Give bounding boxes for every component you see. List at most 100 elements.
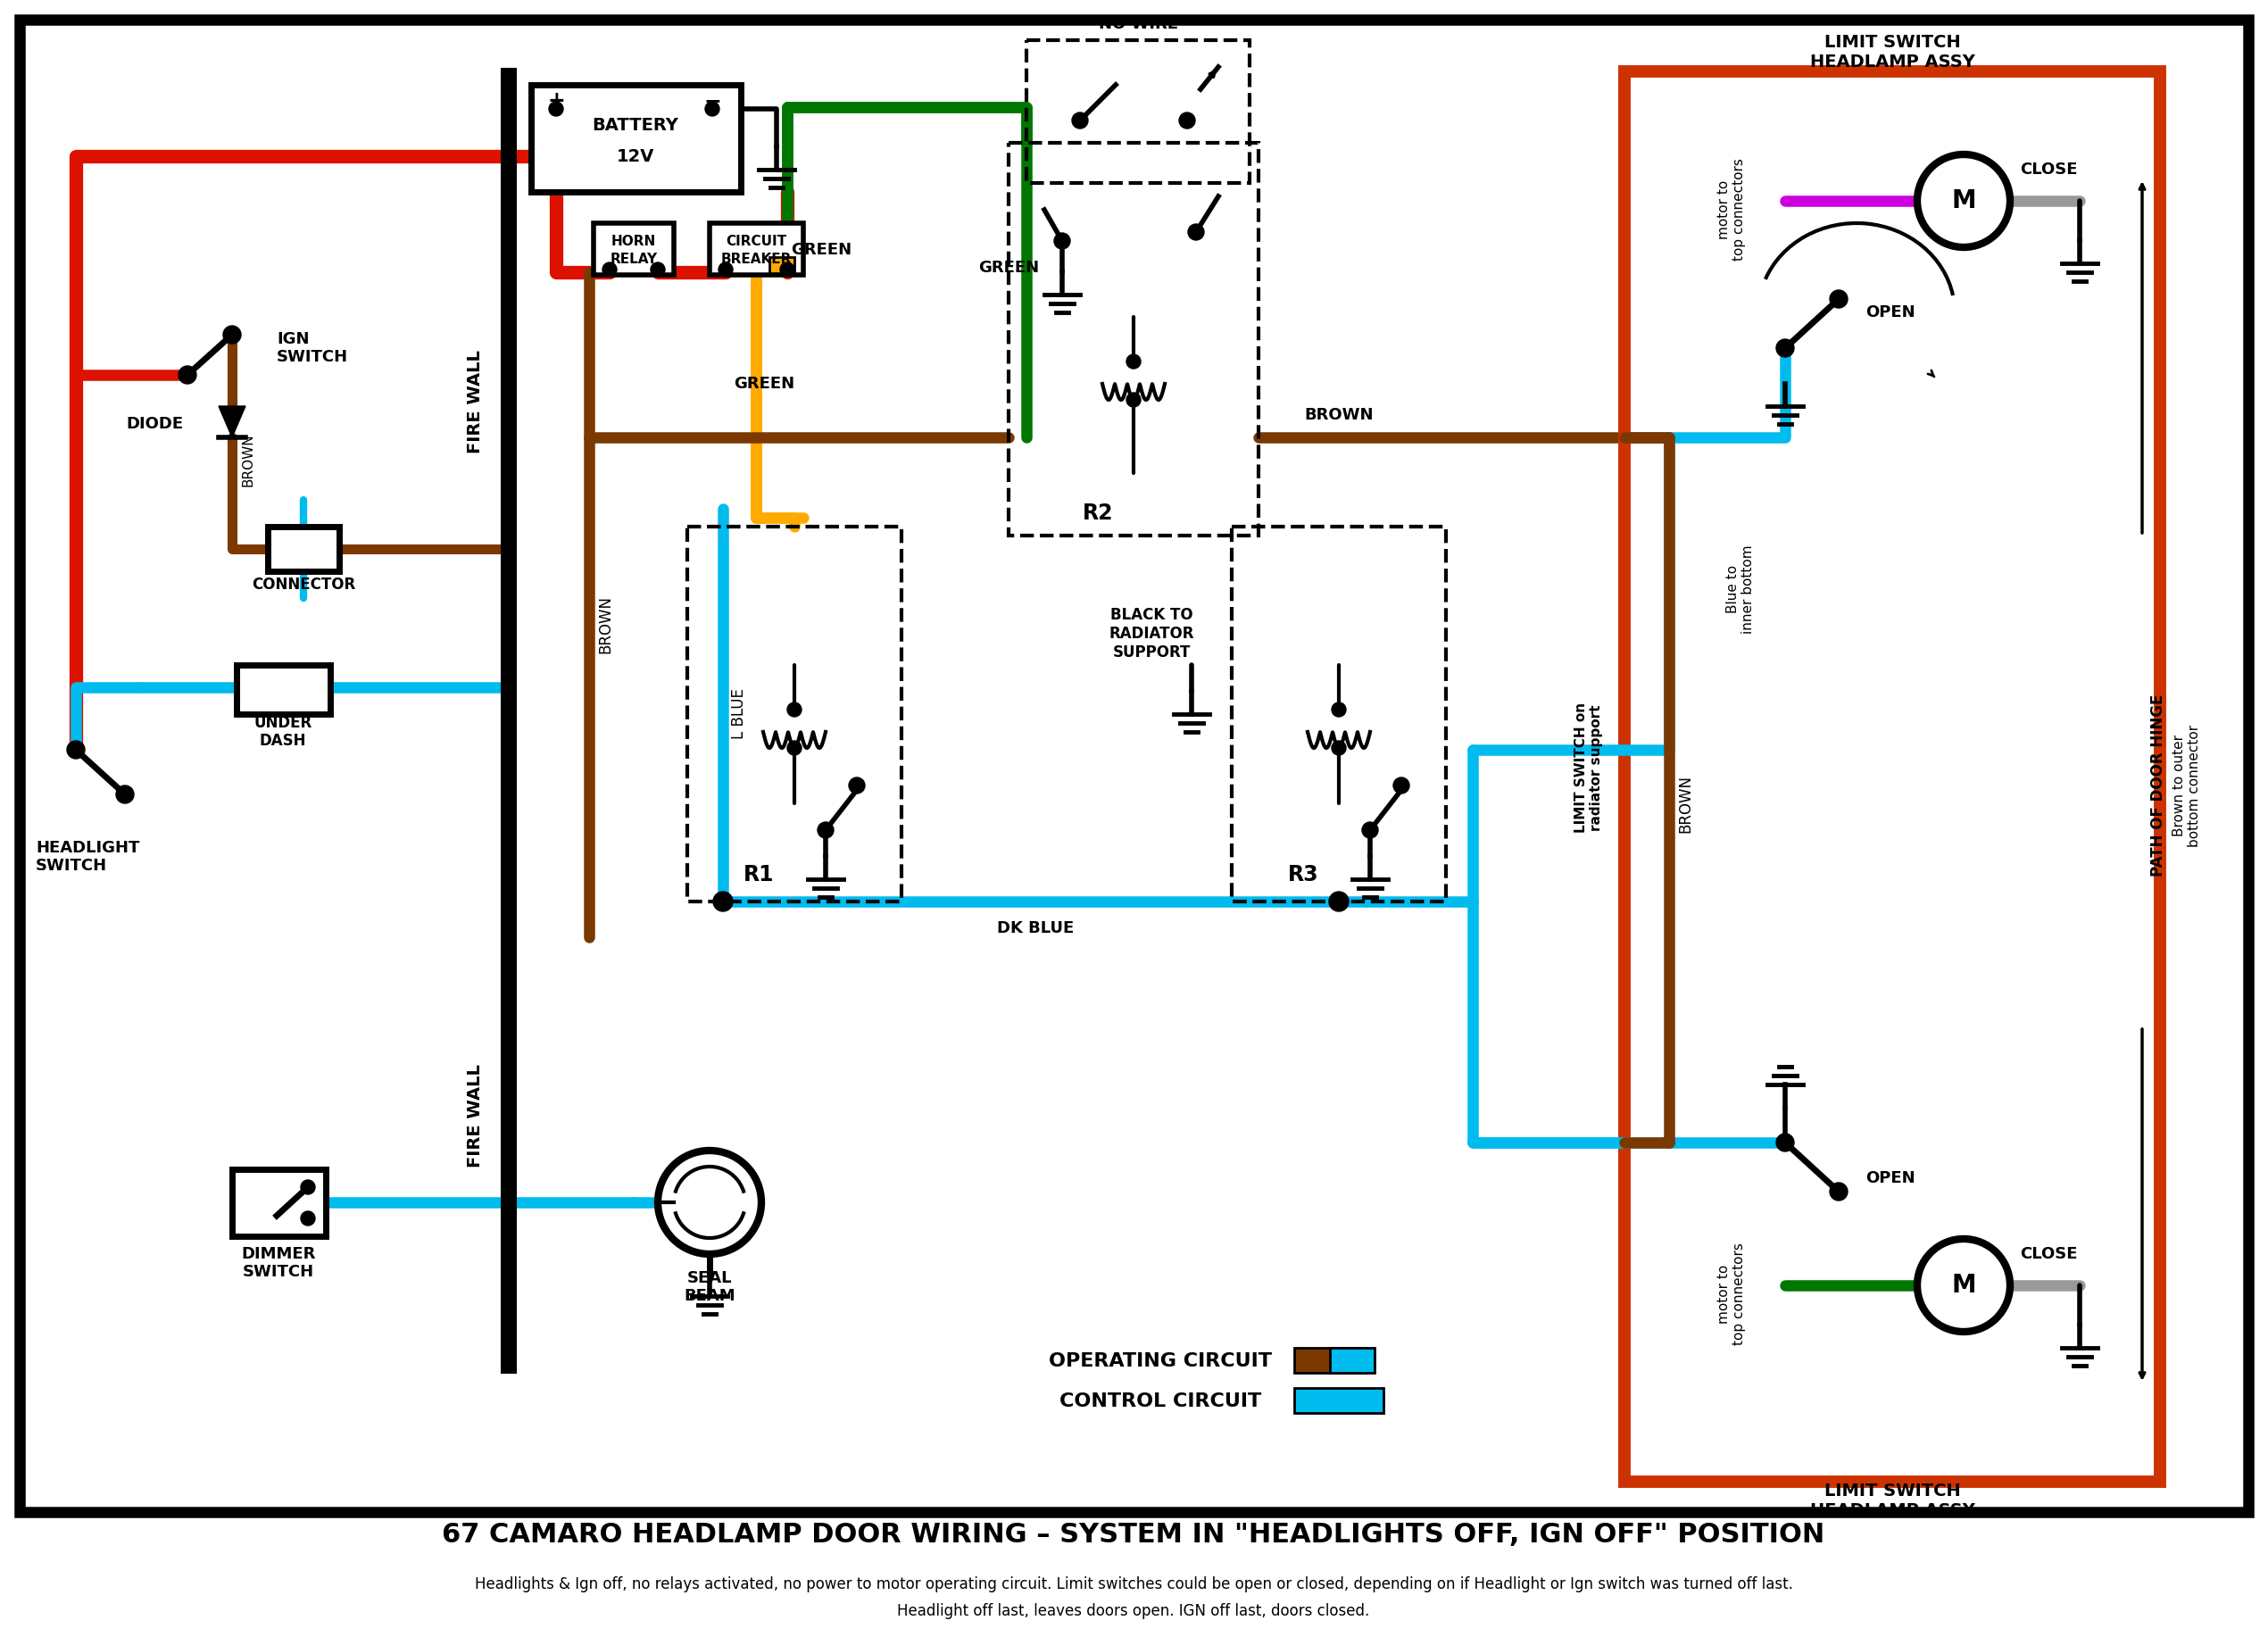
Text: CONNECTOR: CONNECTOR <box>252 576 356 593</box>
Circle shape <box>68 742 84 758</box>
Text: M: M <box>1950 188 1975 213</box>
Circle shape <box>787 702 801 717</box>
Circle shape <box>1830 1182 1848 1200</box>
Text: HEADLIGHT
SWITCH: HEADLIGHT SWITCH <box>36 840 141 874</box>
Text: OPERATING CIRCUIT: OPERATING CIRCUIT <box>1048 1352 1272 1370</box>
Circle shape <box>302 1180 315 1195</box>
Text: GREEN: GREEN <box>978 260 1039 275</box>
Circle shape <box>1055 232 1070 249</box>
Text: +: + <box>547 90 565 111</box>
Text: IGN
SWITCH: IGN SWITCH <box>277 331 349 365</box>
Text: L BLUE: L BLUE <box>730 689 746 740</box>
Text: GREEN: GREEN <box>792 242 850 259</box>
Circle shape <box>1073 113 1089 129</box>
Bar <box>710 223 803 275</box>
Bar <box>231 1169 327 1236</box>
Bar <box>687 527 900 902</box>
Circle shape <box>712 892 733 912</box>
Text: −: − <box>703 90 721 111</box>
Text: GREEN: GREEN <box>733 377 794 391</box>
Circle shape <box>1393 778 1408 794</box>
Text: motor to
top connectors: motor to top connectors <box>1717 1242 1746 1346</box>
Polygon shape <box>218 406 245 437</box>
Circle shape <box>1331 702 1345 717</box>
Text: BATTERY: BATTERY <box>592 116 678 134</box>
Circle shape <box>1916 154 2009 247</box>
Text: motor to
top connectors: motor to top connectors <box>1717 159 1746 260</box>
Circle shape <box>1127 393 1141 408</box>
Circle shape <box>1830 290 1848 308</box>
Text: HORN: HORN <box>612 234 655 247</box>
Circle shape <box>719 262 733 277</box>
Text: CLOSE: CLOSE <box>2019 1246 2077 1262</box>
Circle shape <box>1776 1133 1794 1151</box>
Circle shape <box>1916 1239 2009 1333</box>
Text: DIMMER
SWITCH: DIMMER SWITCH <box>240 1246 315 1280</box>
Text: DK BLUE: DK BLUE <box>998 920 1073 936</box>
Bar <box>531 85 742 192</box>
Text: Headlights & Ign off, no relays activated, no power to motor operating circuit. : Headlights & Ign off, no relays activate… <box>474 1576 1792 1593</box>
Bar <box>1295 1388 1383 1413</box>
Circle shape <box>179 367 197 383</box>
Text: R2: R2 <box>1082 503 1114 524</box>
Text: CIRCUIT: CIRCUIT <box>726 234 787 247</box>
Circle shape <box>1329 892 1349 912</box>
Text: RELAY: RELAY <box>610 252 658 265</box>
Text: NO WIRE: NO WIRE <box>1098 16 1177 33</box>
Text: Headlight off last, leaves doors open. IGN off last, doors closed.: Headlight off last, leaves doors open. I… <box>898 1603 1370 1619</box>
Text: 67 CAMARO HEADLAMP DOOR WIRING – SYSTEM IN "HEADLIGHTS OFF, IGN OFF" POSITION: 67 CAMARO HEADLAMP DOOR WIRING – SYSTEM … <box>442 1522 1826 1549</box>
Circle shape <box>1363 822 1379 838</box>
Text: CLOSE: CLOSE <box>2019 162 2077 178</box>
Text: BROWN: BROWN <box>596 596 612 653</box>
Bar <box>1232 527 1447 902</box>
Circle shape <box>222 326 240 344</box>
Text: R1: R1 <box>744 864 773 886</box>
Circle shape <box>651 262 665 277</box>
Text: BROWN: BROWN <box>240 434 254 486</box>
Text: CONTROL CIRCUIT: CONTROL CIRCUIT <box>1059 1393 1261 1411</box>
Circle shape <box>1179 113 1195 129</box>
Circle shape <box>1331 742 1345 755</box>
Text: BREAKER: BREAKER <box>721 252 792 265</box>
Text: UNDER
DASH: UNDER DASH <box>254 715 313 750</box>
Bar <box>594 223 674 275</box>
Circle shape <box>780 262 794 277</box>
Bar <box>1329 1347 1374 1373</box>
Circle shape <box>658 1151 762 1254</box>
Text: BROWN: BROWN <box>1304 408 1374 422</box>
Circle shape <box>302 1211 315 1226</box>
Text: LIMIT SWITCH on
radiator support: LIMIT SWITCH on radiator support <box>1574 702 1603 833</box>
Text: LIMIT SWITCH
HEADLAMP ASSY: LIMIT SWITCH HEADLAMP ASSY <box>1810 1483 1975 1519</box>
Circle shape <box>848 778 864 794</box>
Bar <box>1009 142 1259 535</box>
Text: Blue to
inner bottom: Blue to inner bottom <box>1726 545 1755 634</box>
Circle shape <box>116 786 134 804</box>
Text: LIMIT SWITCH
HEADLAMP ASSY: LIMIT SWITCH HEADLAMP ASSY <box>1810 33 1975 70</box>
Bar <box>1027 41 1250 183</box>
Circle shape <box>705 101 719 116</box>
Bar <box>268 527 340 571</box>
Circle shape <box>816 822 835 838</box>
Bar <box>1624 72 2159 1481</box>
Bar <box>1295 1347 1365 1373</box>
Circle shape <box>787 742 801 755</box>
Circle shape <box>1776 339 1794 357</box>
Text: BROWN: BROWN <box>1676 774 1694 832</box>
Text: FIRE WALL: FIRE WALL <box>467 1064 483 1167</box>
Text: Brown to outer
bottom connector: Brown to outer bottom connector <box>2173 724 2202 846</box>
Circle shape <box>549 101 562 116</box>
Circle shape <box>1188 224 1204 241</box>
Text: DIODE: DIODE <box>125 416 184 432</box>
Bar <box>236 665 331 714</box>
Bar <box>769 257 794 273</box>
Circle shape <box>1127 354 1141 368</box>
Text: BLACK TO
RADIATOR
SUPPORT: BLACK TO RADIATOR SUPPORT <box>1109 607 1193 660</box>
Text: PATH OF DOOR HINGE: PATH OF DOOR HINGE <box>2150 694 2166 877</box>
Text: SEAL
BEAM: SEAL BEAM <box>685 1270 735 1305</box>
Text: OPEN: OPEN <box>1867 304 1914 321</box>
Text: 12V: 12V <box>617 147 655 165</box>
Text: R3: R3 <box>1288 864 1318 886</box>
Circle shape <box>603 262 617 277</box>
Text: M: M <box>1950 1274 1975 1298</box>
Text: FIRE WALL: FIRE WALL <box>467 350 483 453</box>
